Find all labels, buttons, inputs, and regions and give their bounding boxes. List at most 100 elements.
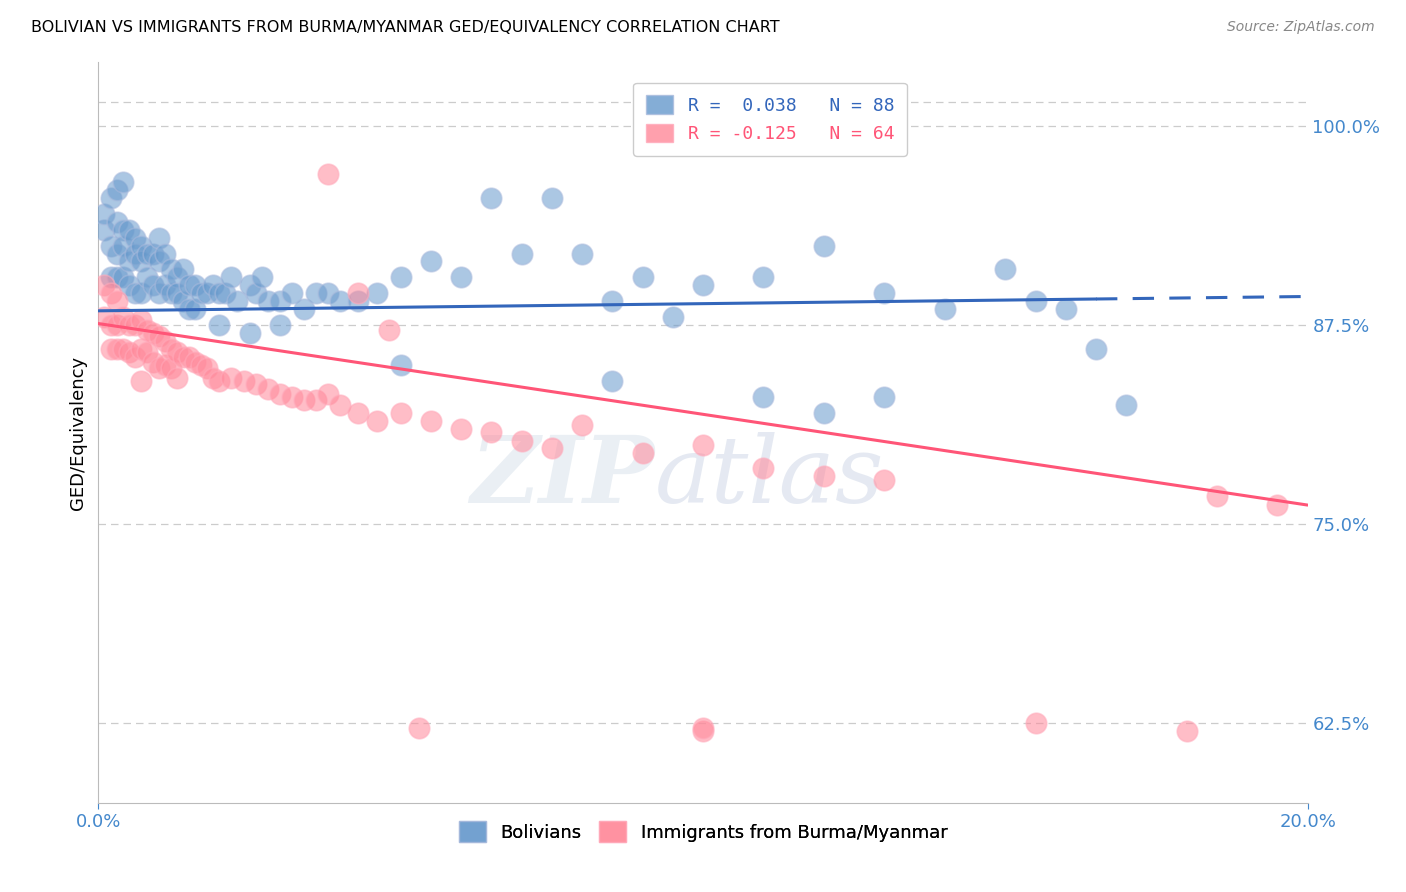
- Point: [129, 286, 152, 301]
- Point: [602, 374, 624, 388]
- Point: [111, 270, 134, 285]
- Point: [118, 254, 141, 268]
- Point: [135, 270, 157, 285]
- Point: [245, 286, 267, 301]
- Point: [105, 246, 128, 260]
- Point: [661, 310, 683, 325]
- Point: [602, 294, 624, 309]
- Point: [148, 361, 170, 376]
- Point: [105, 342, 128, 356]
- Point: [281, 286, 304, 301]
- Point: [135, 246, 157, 260]
- Point: [1206, 489, 1229, 503]
- Point: [111, 175, 134, 189]
- Point: [124, 350, 146, 364]
- Point: [142, 246, 165, 260]
- Point: [184, 302, 207, 317]
- Point: [179, 278, 201, 293]
- Point: [226, 294, 249, 309]
- Point: [450, 270, 472, 285]
- Point: [172, 294, 194, 309]
- Point: [148, 329, 170, 343]
- Point: [190, 358, 212, 372]
- Point: [172, 350, 194, 364]
- Point: [292, 302, 315, 317]
- Point: [208, 374, 231, 388]
- Point: [111, 310, 134, 325]
- Point: [100, 342, 122, 356]
- Point: [692, 278, 714, 293]
- Point: [202, 370, 225, 384]
- Point: [873, 473, 896, 487]
- Point: [305, 286, 328, 301]
- Point: [540, 191, 562, 205]
- Point: [316, 386, 339, 401]
- Point: [93, 207, 115, 221]
- Point: [221, 370, 243, 384]
- Point: [329, 398, 352, 412]
- Point: [195, 361, 218, 376]
- Point: [692, 437, 714, 451]
- Point: [124, 318, 146, 333]
- Point: [752, 390, 775, 404]
- Point: [160, 361, 183, 376]
- Point: [118, 222, 141, 236]
- Point: [571, 246, 593, 260]
- Point: [142, 326, 165, 340]
- Point: [129, 313, 152, 327]
- Point: [118, 318, 141, 333]
- Point: [111, 238, 134, 252]
- Point: [93, 310, 115, 325]
- Point: [813, 469, 835, 483]
- Point: [153, 246, 176, 260]
- Point: [208, 318, 231, 333]
- Point: [256, 382, 278, 396]
- Point: [420, 254, 443, 268]
- Point: [148, 230, 170, 244]
- Point: [450, 422, 472, 436]
- Point: [111, 342, 134, 356]
- Point: [100, 318, 122, 333]
- Point: [129, 238, 152, 252]
- Point: [93, 222, 115, 236]
- Point: [124, 286, 146, 301]
- Point: [692, 724, 714, 739]
- Point: [571, 418, 593, 433]
- Point: [208, 286, 231, 301]
- Point: [184, 355, 207, 369]
- Point: [873, 286, 896, 301]
- Point: [129, 342, 152, 356]
- Point: [172, 262, 194, 277]
- Point: [408, 721, 430, 735]
- Point: [148, 254, 170, 268]
- Point: [256, 294, 278, 309]
- Point: [124, 246, 146, 260]
- Point: [510, 246, 533, 260]
- Point: [1024, 716, 1046, 731]
- Point: [329, 294, 352, 309]
- Point: [377, 323, 399, 337]
- Point: [366, 414, 388, 428]
- Text: BOLIVIAN VS IMMIGRANTS FROM BURMA/MYANMAR GED/EQUIVALENCY CORRELATION CHART: BOLIVIAN VS IMMIGRANTS FROM BURMA/MYANMA…: [31, 20, 779, 35]
- Point: [184, 278, 207, 293]
- Point: [111, 222, 134, 236]
- Point: [481, 425, 503, 439]
- Point: [316, 167, 339, 181]
- Point: [1115, 398, 1137, 412]
- Point: [179, 302, 201, 317]
- Point: [389, 406, 412, 420]
- Point: [118, 345, 141, 359]
- Point: [305, 392, 328, 407]
- Point: [1054, 302, 1077, 317]
- Text: atlas: atlas: [655, 432, 884, 522]
- Point: [190, 286, 212, 301]
- Y-axis label: GED/Equivalency: GED/Equivalency: [69, 356, 87, 509]
- Point: [202, 278, 225, 293]
- Point: [420, 414, 443, 428]
- Point: [269, 318, 291, 333]
- Point: [160, 286, 183, 301]
- Point: [692, 721, 714, 735]
- Point: [135, 323, 157, 337]
- Point: [129, 254, 152, 268]
- Point: [631, 270, 654, 285]
